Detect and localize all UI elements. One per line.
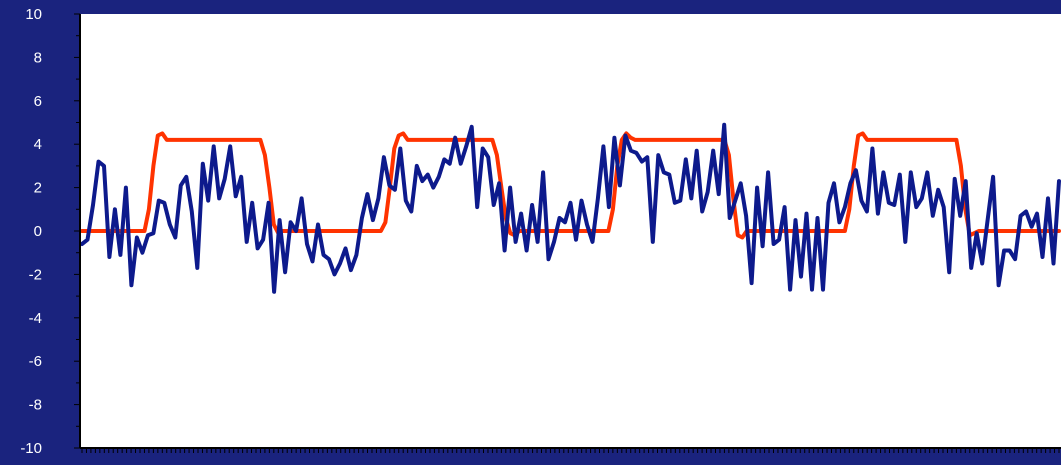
y-tick-label: -8 [29,397,42,414]
signal-series-line [80,122,1061,294]
y-tick-label: 0 [34,223,42,240]
y-tick-label: 10 [25,6,42,23]
y-tick-label: -6 [29,353,42,370]
y-tick-label: -4 [29,310,42,327]
series-layer [80,122,1061,294]
y-tick-label: 8 [34,49,42,66]
y-axis-tick-labels: 10 8 6 4 2 0 -2 -4 -6 -8 -10 [20,6,42,457]
y-tick-label: 4 [34,136,42,153]
y-tick-label: 6 [34,93,42,110]
y-tick-label: 2 [34,180,42,197]
y-tick-label: -10 [20,440,42,457]
y-tick-label: -2 [29,266,42,283]
